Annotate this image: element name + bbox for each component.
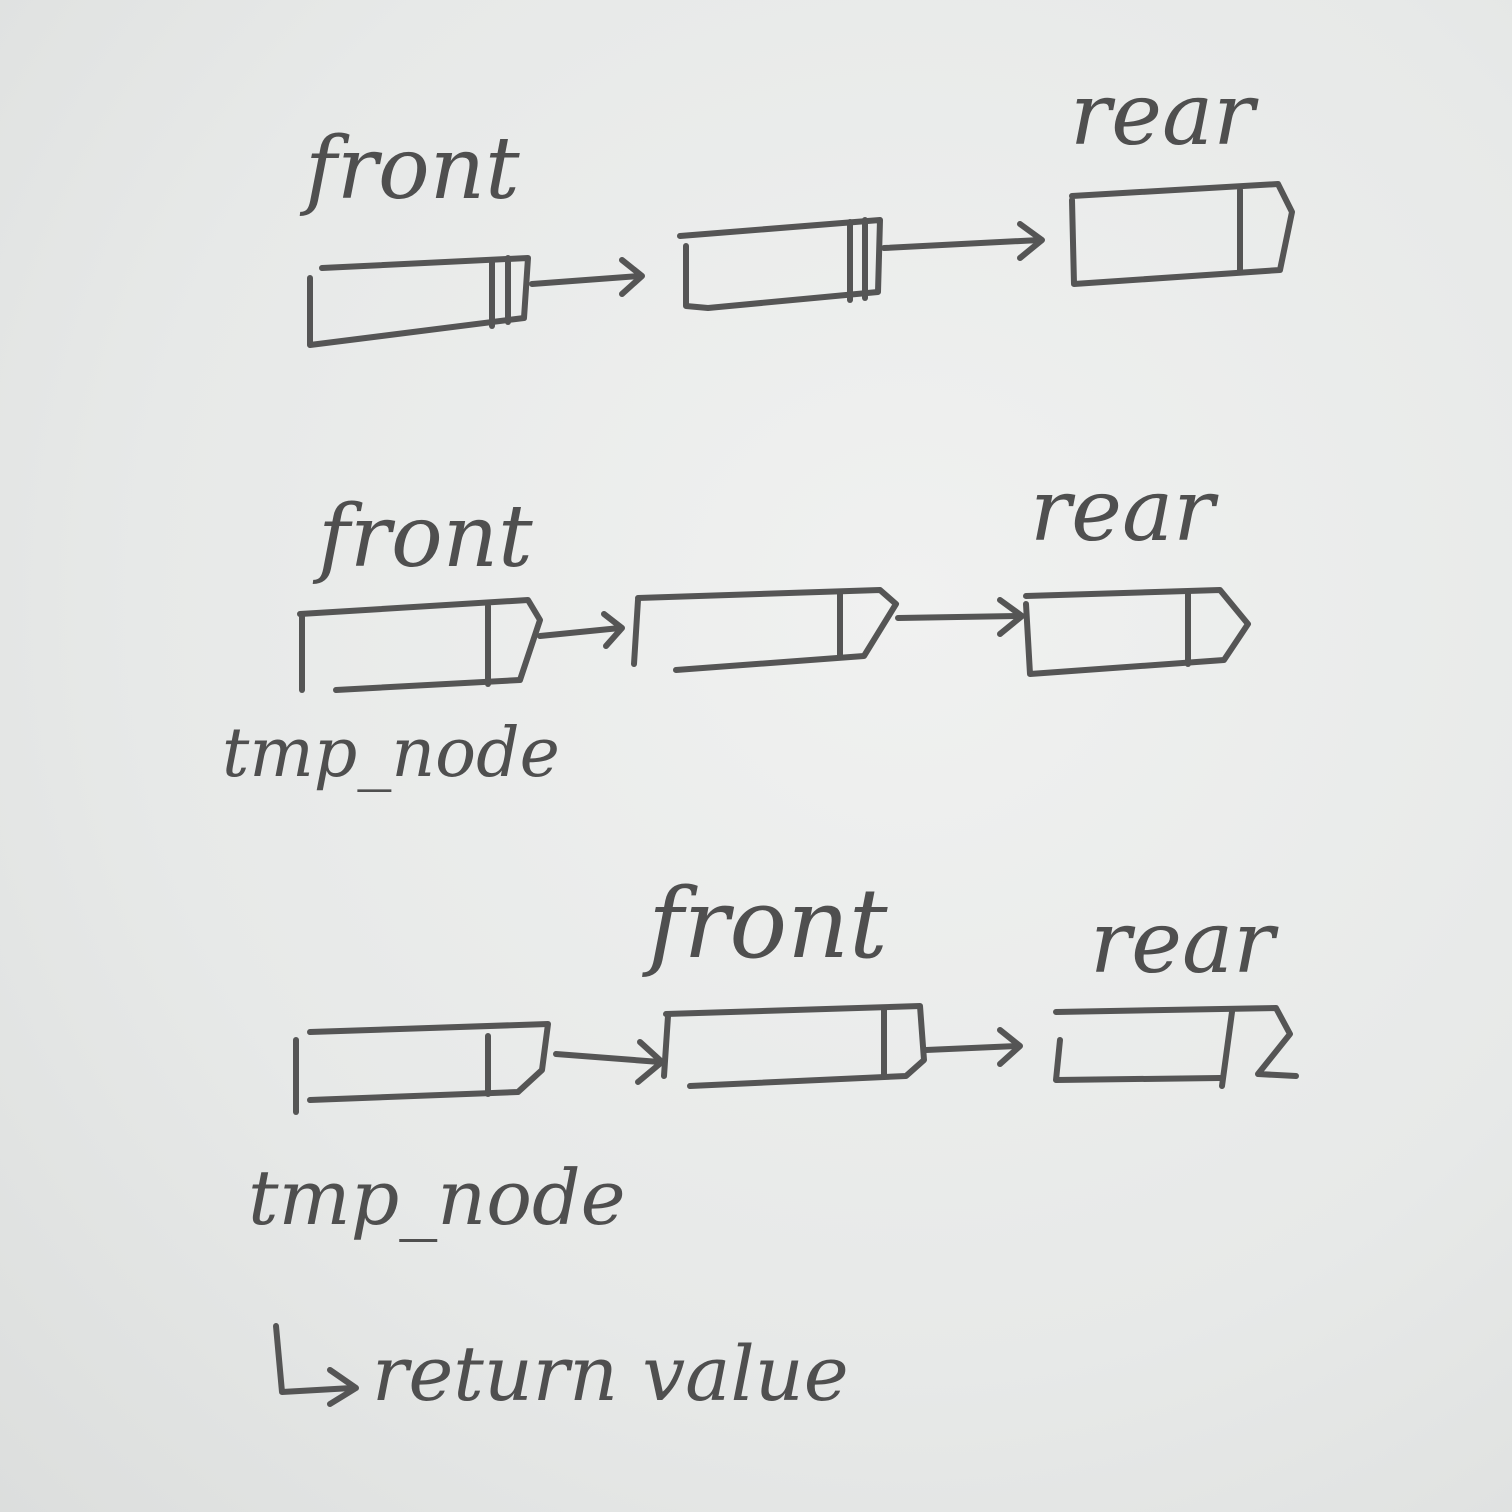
row-1-rear-label: rear [1070,65,1255,165]
row-2-front-label: front [318,487,533,587]
row-3-node-2 [661,1003,927,1089]
row-1-arrow-1 [529,257,645,297]
row-1-node-1 [307,255,531,348]
row-2-tmp-node-label: tmp_node [222,714,560,793]
row-3-node-3 [1053,1005,1299,1089]
row-2-node-2 [631,587,899,673]
row-3-rear-label: rear [1090,893,1275,993]
row-2-node-1 [297,597,543,693]
row-3-arrow-2 [923,1027,1023,1067]
row-2-arrow-2 [895,597,1025,637]
row-2 [297,587,1251,693]
row-1-node-3 [1069,181,1295,287]
row-2-node-3 [1023,587,1251,677]
row-1 [307,181,1295,348]
row-2-arrow-1 [537,611,625,649]
row-2-rear-label: rear [1030,461,1215,561]
row-3-tmp-node-label: tmp_node [248,1153,626,1242]
return-arrow-icon [273,1323,359,1407]
row-1-node-2 [677,217,883,311]
row-1-front-label: front [305,119,520,219]
return-value-label: return value [372,1329,849,1418]
row-3-arrow-1 [553,1039,665,1085]
row-3-front-label: front [648,868,888,980]
row-1-arrow-2 [881,221,1045,261]
row-3 [293,1003,1299,1115]
row-3-node-1 [293,1021,551,1115]
